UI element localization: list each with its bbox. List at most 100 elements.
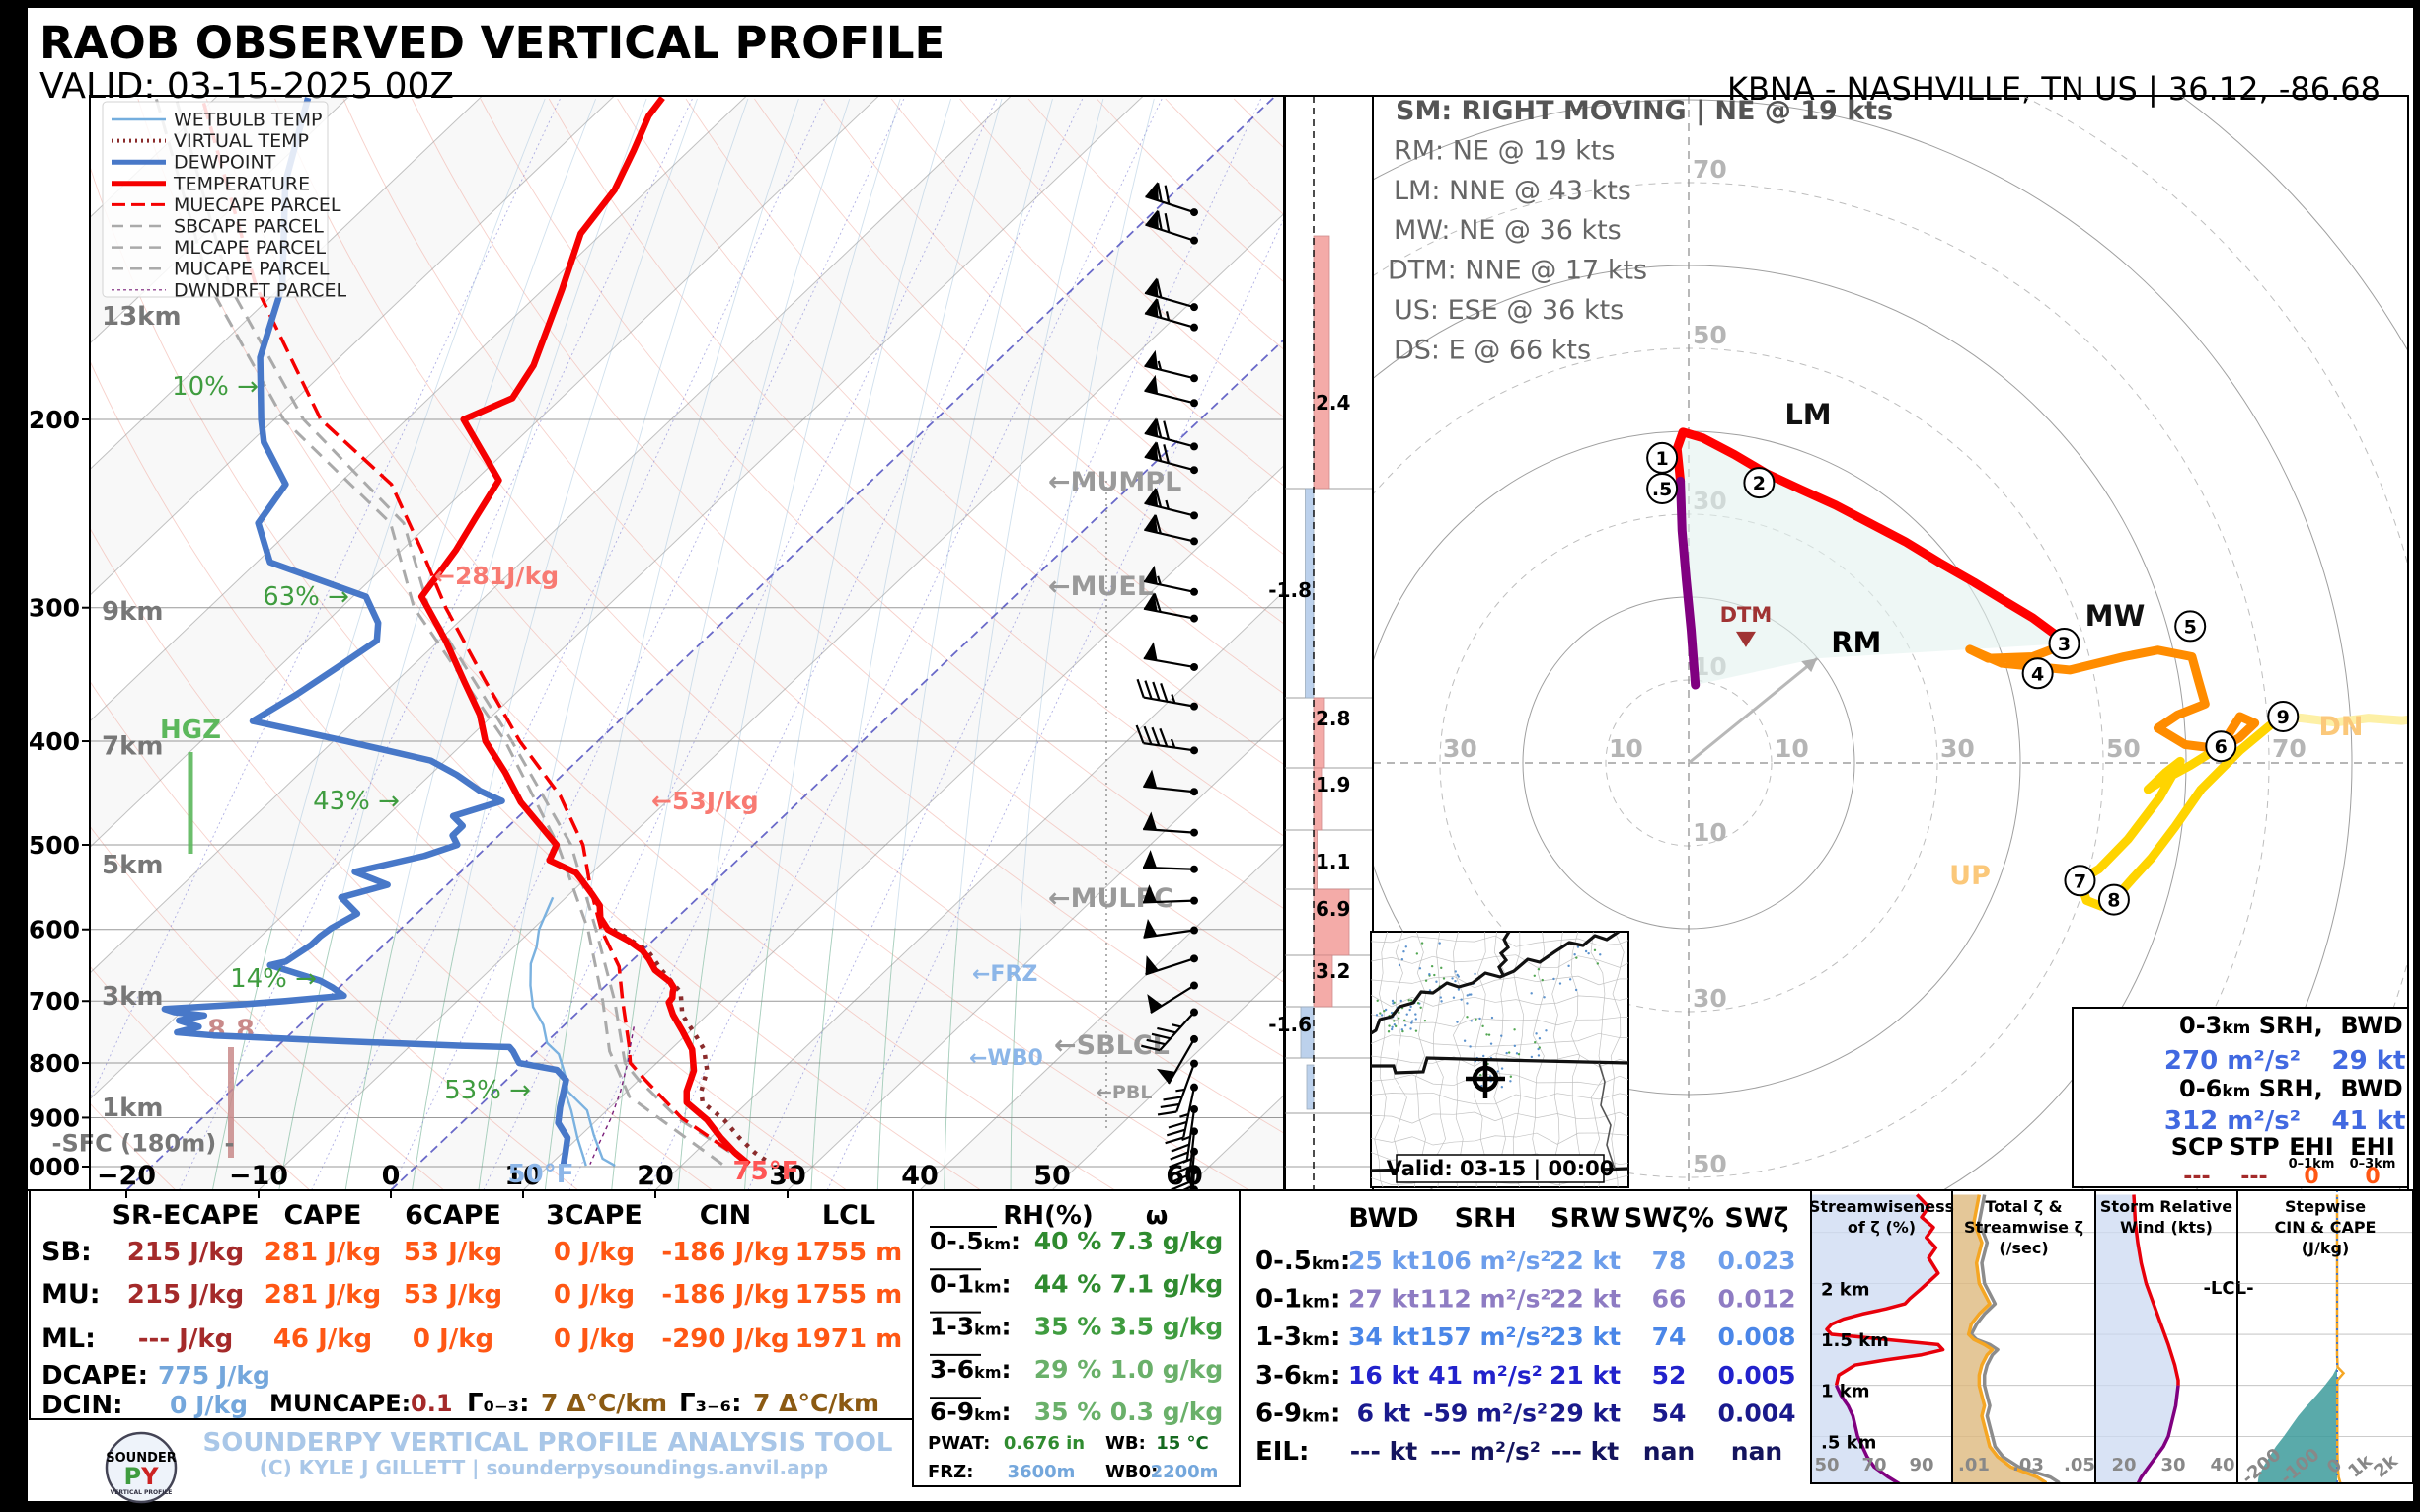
- advection-bar: [1306, 1064, 1315, 1110]
- thermo-header: SR-ECAPE: [113, 1200, 260, 1231]
- map-obs-dot: [1442, 977, 1446, 980]
- mini-panel-title: Storm Relative: [2100, 1197, 2232, 1216]
- hodograph-u-label: 50: [2106, 734, 2141, 763]
- barb-half: [1181, 1135, 1191, 1142]
- barb-full: [1143, 725, 1153, 745]
- county-mesh-row: [1371, 1032, 1628, 1047]
- muncape-label: MUNCAPE:: [269, 1390, 411, 1417]
- map-obs-dot: [1552, 977, 1555, 981]
- omega-value: 7.1 g/kg: [1110, 1269, 1224, 1298]
- map-obs-dot: [1575, 956, 1578, 959]
- scp-header: EHI: [2350, 1133, 2394, 1161]
- map-obs-dot: [1487, 1033, 1491, 1036]
- bwd-header: SRW: [1550, 1203, 1620, 1234]
- barb-staff: [1144, 364, 1195, 380]
- storm-motion-line: LM: NNE @ 43 kts: [1394, 176, 1631, 206]
- bwd-row-label: 0-.5km:: [1255, 1247, 1350, 1276]
- marker-label: 1: [1656, 448, 1669, 470]
- hodograph-u-label: 30: [1940, 734, 1975, 763]
- wb0-value: 2200m: [1151, 1462, 1219, 1482]
- wind-barb: [1143, 565, 1198, 596]
- map-obs-dot: [1415, 952, 1419, 955]
- bwd-value: --- kt: [1350, 1437, 1417, 1466]
- county-mesh-col: [1610, 932, 1625, 1187]
- isotherm-band: [0, 96, 85, 1190]
- mini-panel-title: Total ζ &: [1985, 1197, 2062, 1216]
- barb-full: [1153, 593, 1162, 613]
- map-obs-dot: [1537, 1047, 1540, 1051]
- mini-extra-label: -LCL-: [2203, 1278, 2253, 1299]
- map-obs-dot: [1478, 1073, 1482, 1077]
- barb-half: [1171, 694, 1176, 704]
- dry-adiabat: [342, 98, 1284, 1058]
- barb-staff: [1175, 1063, 1196, 1112]
- map-obs-dot: [1428, 973, 1431, 976]
- wind-barb: [1145, 954, 1198, 976]
- barb-pennant: [1143, 918, 1158, 938]
- mini-panel-content: [2095, 1194, 2237, 1483]
- map-obs-dot: [1535, 1032, 1538, 1035]
- pressure-tick-label: 1000: [11, 1153, 80, 1181]
- barb-half: [1175, 1088, 1185, 1093]
- advection-bar: [1313, 235, 1330, 490]
- county-mesh-row: [1371, 1052, 1628, 1068]
- map-obs-dot: [1545, 1029, 1548, 1032]
- map-obs-dot: [1402, 950, 1405, 953]
- barb-pennant: [1143, 642, 1158, 661]
- barb-half: [1170, 738, 1176, 748]
- map-obs-dot: [1466, 994, 1469, 997]
- marker-label: 9: [2277, 707, 2290, 728]
- mini-fill: [2095, 1194, 2178, 1483]
- hodograph-trace-red: [1672, 427, 2073, 648]
- thermo-header: LCL: [822, 1200, 875, 1231]
- wind-barb: [1156, 1034, 1198, 1085]
- map-obs-dot: [1409, 1005, 1412, 1009]
- barb-staff: [1168, 1038, 1195, 1085]
- pwat-value: 0.676 in: [1004, 1433, 1085, 1454]
- map-obs-dot: [1470, 1020, 1474, 1022]
- map-obs-dot: [1568, 978, 1572, 981]
- mixing-ratio-line: [90, 96, 563, 1100]
- county-mesh-row: [1371, 1092, 1628, 1105]
- thermo-value: 1755 m: [795, 1280, 903, 1310]
- barb-pennant: [1144, 488, 1159, 507]
- rh-value: 44 %: [1034, 1269, 1102, 1298]
- map-obs-dot: [1533, 974, 1536, 978]
- logo-text: SOUNDER: [106, 1451, 177, 1466]
- map-obs-dot: [1513, 1028, 1516, 1031]
- marker-circle: [1646, 472, 1679, 504]
- marker-label: 4: [2031, 663, 2044, 685]
- bwd-row-label: 0-1km:: [1255, 1285, 1340, 1315]
- sounderpy-logo: [105, 1431, 178, 1504]
- hodograph-u-label: 10: [1609, 734, 1643, 763]
- legend-entry-label: VIRTUAL TEMP: [174, 130, 309, 152]
- marker-label: 7: [2074, 870, 2086, 892]
- thermo-value: -290 J/kg: [661, 1324, 789, 1354]
- bwd-value: 0.023: [1717, 1247, 1795, 1275]
- barb-staff: [1144, 455, 1195, 472]
- county-mesh-row: [1371, 975, 1628, 989]
- wind-barb: [1144, 488, 1198, 520]
- map-obs-dot: [1599, 953, 1602, 956]
- bwd-value: nan: [1643, 1437, 1695, 1466]
- bwd-value: 34 kt: [1348, 1323, 1419, 1351]
- wind-barb: [1165, 1083, 1198, 1145]
- barb-full: [1171, 1181, 1189, 1191]
- thermo-value: 0 J/kg: [554, 1280, 635, 1310]
- dry-adiabat: [617, 98, 1284, 766]
- map-obs-dot: [1517, 1052, 1521, 1056]
- barb-full: [1170, 1151, 1189, 1161]
- barb-half: [1172, 1023, 1181, 1028]
- scp-header: STP: [2229, 1133, 2279, 1161]
- valid-time: VALID: 03-15-2025 00Z: [39, 66, 455, 107]
- barb-full: [1168, 1120, 1187, 1129]
- mini-series: [2132, 1194, 2180, 1386]
- map-obs-dot: [1500, 1086, 1504, 1089]
- map-obs-dot: [1403, 1024, 1407, 1027]
- map-obs-dot: [1500, 1034, 1503, 1037]
- barb-full: [1164, 185, 1171, 204]
- legend-entry-label: DWNDRFT PARCEL: [174, 279, 346, 301]
